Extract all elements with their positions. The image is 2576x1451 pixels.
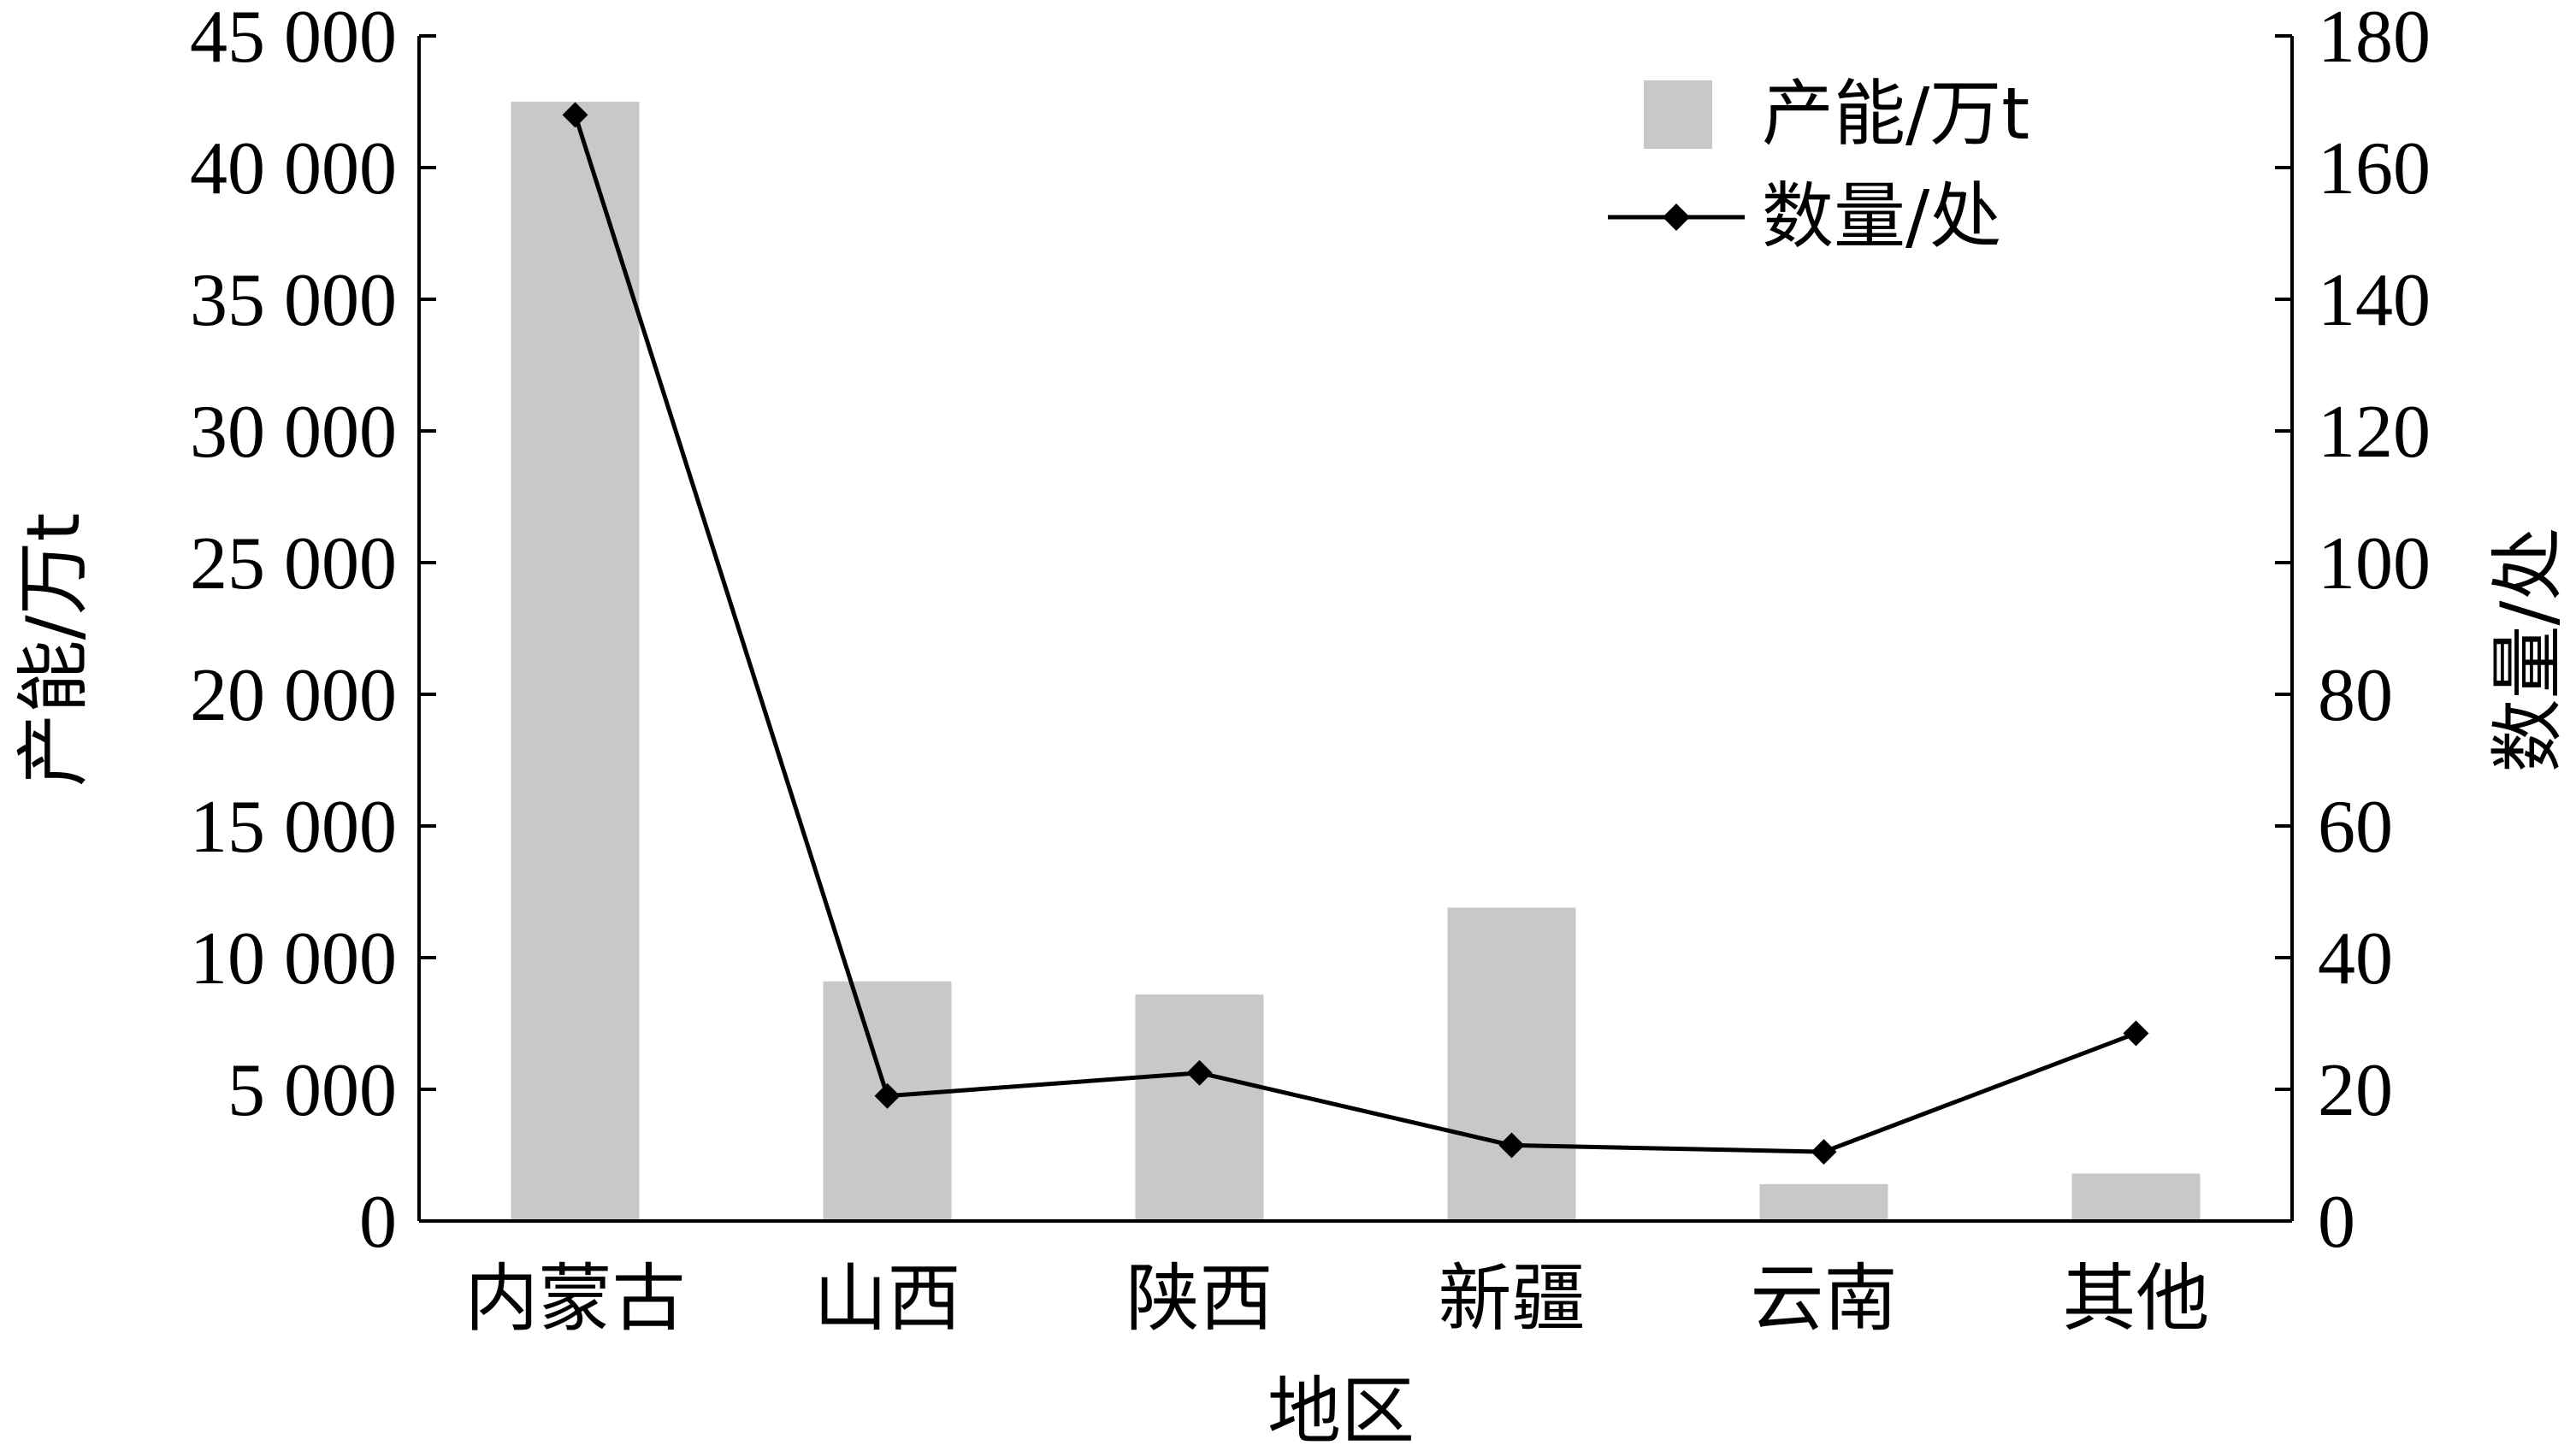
y2-tick-label-7: 140 bbox=[2318, 259, 2431, 342]
y-tick-label-5: 25 000 bbox=[190, 522, 397, 605]
x-tick-label-1: 山西 bbox=[814, 1256, 961, 1342]
y2-tick-label-0: 0 bbox=[2318, 1181, 2355, 1264]
y-tick-label-9: 45 000 bbox=[190, 0, 397, 79]
y-tick-label-3: 15 000 bbox=[190, 786, 397, 869]
x-axis-title: 地区 bbox=[1267, 1369, 1415, 1451]
line-point-0 bbox=[562, 102, 588, 128]
line-path bbox=[573, 114, 2137, 1154]
line-point-2 bbox=[1186, 1059, 1213, 1086]
y-tick-label-0: 0 bbox=[359, 1181, 397, 1264]
y-tick-label-6: 30 000 bbox=[190, 391, 397, 474]
x-tick-label-0: 内蒙古 bbox=[465, 1256, 686, 1342]
bar-5 bbox=[2071, 1173, 2201, 1221]
x-tick-label-3: 新疆 bbox=[1439, 1256, 1586, 1342]
y-tick-label-8: 40 000 bbox=[190, 127, 397, 210]
x-axis-tick-labels: 内蒙古 山西 陕西 新疆 云南 其他 bbox=[465, 1256, 2210, 1342]
y2-tick-label-5: 100 bbox=[2318, 522, 2431, 605]
x-tick-label-4: 云南 bbox=[1751, 1256, 1898, 1342]
y2-axis-ticks: 0 20 40 60 80 100 120 140 160 180 bbox=[2275, 0, 2431, 1264]
line-point-5 bbox=[2123, 1020, 2149, 1047]
legend-bar-label: 产能/万t bbox=[1762, 72, 2029, 156]
legend-line-label: 数量/处 bbox=[1762, 174, 2001, 258]
y2-tick-label-2: 40 bbox=[2318, 917, 2393, 1000]
y2-tick-label-1: 20 bbox=[2318, 1049, 2393, 1132]
y-tick-label-1: 5 000 bbox=[227, 1049, 397, 1132]
axes bbox=[417, 36, 2294, 1223]
x-tick-label-2: 陕西 bbox=[1126, 1256, 1273, 1342]
y-axis-title: 产能/万t bbox=[11, 513, 97, 787]
line-series bbox=[562, 102, 2149, 1165]
y2-tick-label-4: 80 bbox=[2318, 654, 2393, 737]
y2-tick-label-8: 160 bbox=[2318, 127, 2431, 210]
line-point-4 bbox=[1811, 1139, 1837, 1165]
y2-tick-label-6: 120 bbox=[2318, 391, 2431, 474]
y-tick-label-2: 10 000 bbox=[190, 917, 397, 1000]
y-tick-label-4: 20 000 bbox=[190, 654, 397, 737]
y-axis-ticks: 0 5 000 10 000 15 000 20 000 25 000 30 000 35 0… bbox=[190, 0, 436, 1264]
y2-tick-label-3: 60 bbox=[2318, 786, 2393, 869]
y2-tick-label-9: 180 bbox=[2318, 0, 2431, 79]
bar-4 bbox=[1759, 1183, 1888, 1221]
x-tick-label-5: 其他 bbox=[2063, 1256, 2210, 1342]
legend: 产能/万t 数量/处 bbox=[1608, 72, 2029, 258]
y2-axis-title: 数量/处 bbox=[2485, 528, 2571, 773]
bar-2 bbox=[1135, 994, 1264, 1221]
bar-3 bbox=[1447, 907, 1576, 1221]
bars bbox=[511, 102, 2201, 1221]
legend-bar-swatch bbox=[1644, 80, 1712, 149]
line-point-3 bbox=[1498, 1132, 1525, 1159]
y-tick-label-7: 35 000 bbox=[190, 259, 397, 342]
bar-0 bbox=[511, 102, 640, 1221]
line-point-1 bbox=[874, 1082, 901, 1109]
legend-line-marker bbox=[1663, 203, 1690, 231]
